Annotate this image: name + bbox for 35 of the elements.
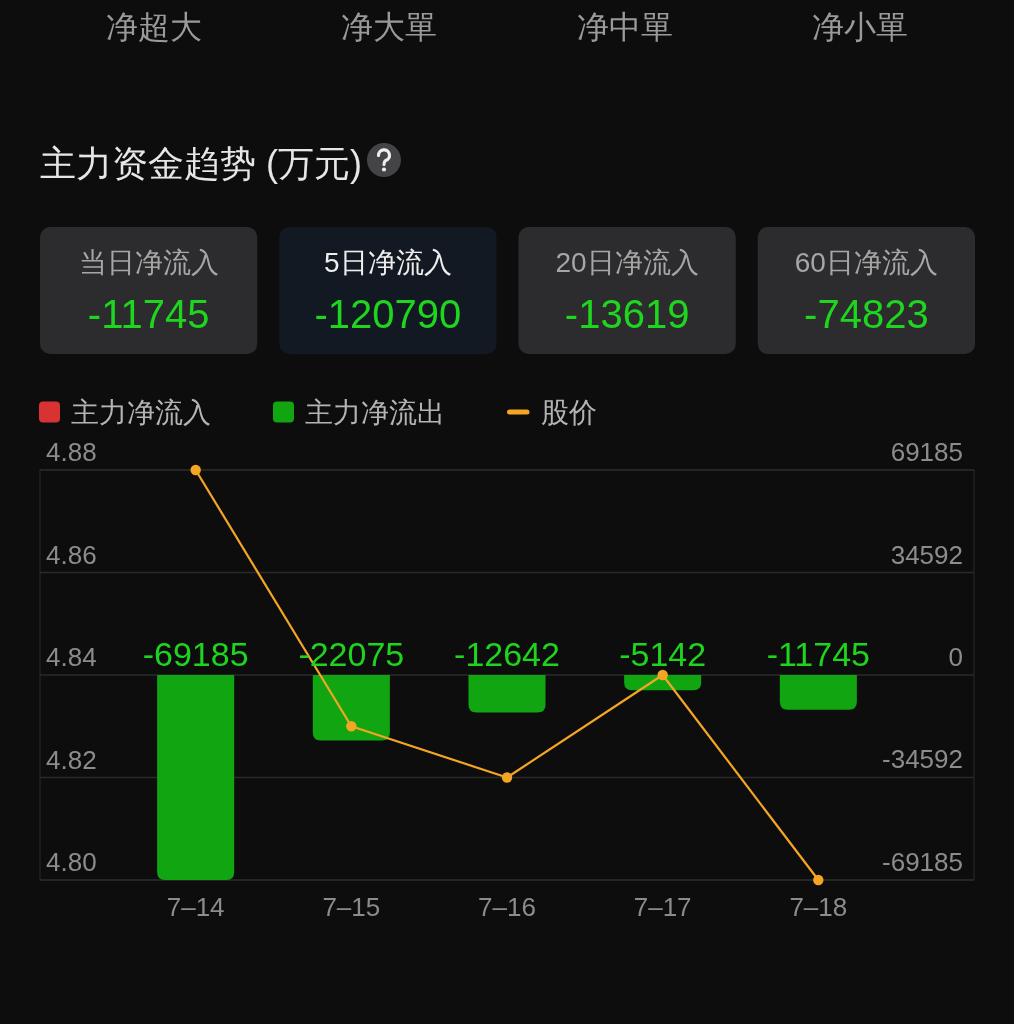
category-label: 60日净流入 xyxy=(794,247,938,278)
y2-tick-label: -34592 xyxy=(882,744,963,775)
category-label: 净大單 xyxy=(341,9,438,45)
y2-tick-label: 69185 xyxy=(890,437,963,467)
category-label: 净超大 xyxy=(105,9,202,45)
y2-tick-label: 34592 xyxy=(890,539,963,570)
data-label: -12642 xyxy=(454,635,560,673)
legend-label: 主力净流出 xyxy=(305,397,445,428)
data-label: -120790 xyxy=(314,292,462,336)
data-label: -74823 xyxy=(804,292,929,336)
data-label: -13619 xyxy=(564,292,690,336)
data-label: -11745 xyxy=(87,292,210,336)
category-label: 5日净流入 xyxy=(324,247,452,278)
y-tick-label: 4.80 xyxy=(46,847,97,877)
text: 主力资金趋势 (万元) xyxy=(40,143,362,184)
y-tick-label: 4.82 xyxy=(46,744,97,775)
x-tick-label: 7–17 xyxy=(633,892,692,922)
data-label: -69185 xyxy=(142,635,249,673)
y-tick-label: 4.84 xyxy=(46,642,97,672)
category-label: 20日净流入 xyxy=(555,247,699,278)
category-label: 当日净流入 xyxy=(78,247,219,278)
x-tick-label: 7–15 xyxy=(322,892,381,922)
x-tick-label: 7–18 xyxy=(789,892,848,922)
data-label: -11745 xyxy=(766,635,871,673)
x-tick-label: 7–14 xyxy=(166,892,225,922)
category-label: 净中單 xyxy=(576,9,673,45)
legend-label: 股价 xyxy=(541,397,597,428)
x-tick-label: 7–16 xyxy=(478,892,536,922)
legend-label: 主力净流入 xyxy=(71,397,211,428)
y-tick-label: 4.86 xyxy=(46,539,97,570)
y-tick-label: 4.88 xyxy=(46,437,97,467)
data-label: -5142 xyxy=(619,635,707,673)
category-label: 净小單 xyxy=(812,9,909,45)
y2-tick-label: -69185 xyxy=(882,847,963,877)
y2-tick-label: 0 xyxy=(948,642,963,672)
